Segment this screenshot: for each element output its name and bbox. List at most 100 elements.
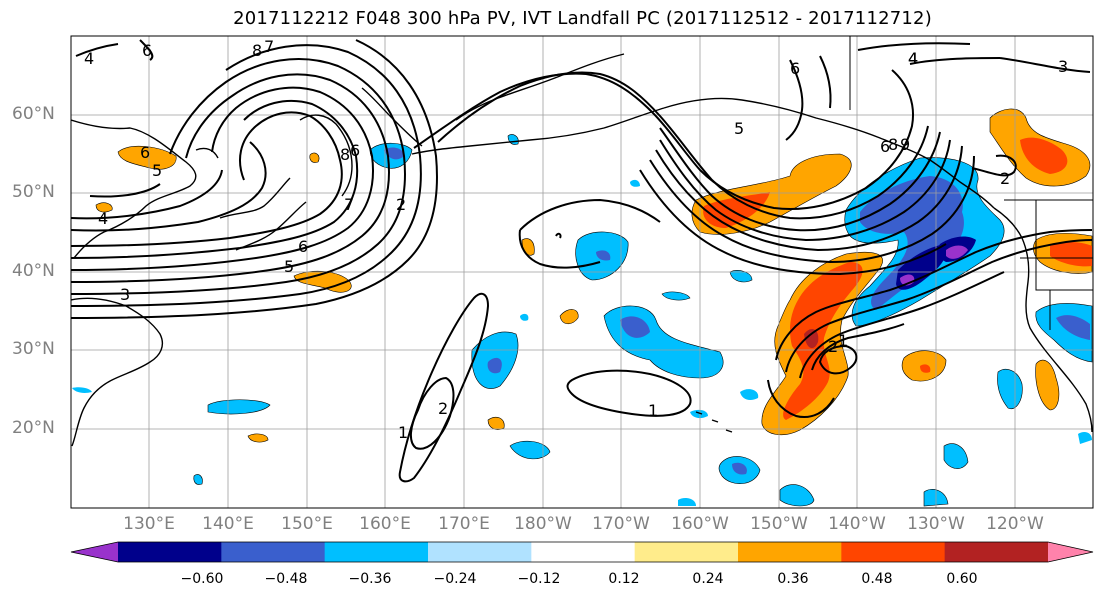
contour-label: 1 [398,423,408,442]
pv-contours [71,39,1093,483]
hawaii-islands [695,411,733,433]
contour-label: 6 [790,59,800,78]
contour-label: 6 [298,237,308,256]
lon-label: 140°W [828,514,886,534]
ivt-positive-patch [1020,137,1068,174]
ivt-negative-patch [596,250,611,261]
ivt-negative-patch [630,179,640,187]
contour-label: 6 [350,141,360,160]
colorbar-tick-label: −0.36 [348,571,392,587]
ivt-negative-patch [732,462,747,475]
ivt-positive-patch [783,262,863,420]
colorbar-tick-label: −0.12 [517,571,561,587]
contour-label: 4 [908,49,918,68]
colorbar-extend-right [1048,542,1093,562]
aleutians-coastline [411,53,665,155]
contour-label: 8 [252,41,262,60]
ivt-negative-patch [1056,315,1090,340]
colorbar-tick-label: 0.12 [608,571,640,587]
lon-label: 170°W [592,514,650,534]
ivt-positive-patch [1035,359,1060,411]
lon-label: 130°W [907,514,965,534]
ivt-positive-patch [487,416,505,430]
ivt-positive-patch [95,202,113,213]
ivt-negative-patch [520,313,529,321]
lat-label: 40°N [12,261,55,281]
ivt-negative-patch [661,291,691,301]
lon-label: 180°W [514,514,572,534]
ivt-negative-patch [620,316,650,338]
lat-label: 60°N [12,104,55,124]
ivt-negative-patch [729,270,753,283]
colorbar-segment [221,542,326,562]
colorbar-tick-label: −0.48 [264,571,308,587]
lon-label: 140°E [202,514,254,534]
colorbar-segment [118,542,222,562]
contour-label: 6 [140,143,150,162]
contour-label: 5 [734,119,744,138]
contour-label: 9 [900,135,910,154]
ivt-positive-patch [1050,241,1092,267]
ivt-positive-patch [247,433,269,443]
contour-label: 8 [340,145,350,164]
contour-label: 1 [838,331,848,350]
ivt-negative-patch [509,440,551,460]
colorbar-segment [634,542,739,562]
colorbar-segment [531,542,636,562]
lon-label: 160°E [359,514,411,534]
colorbar-tick-label: 0.24 [692,571,724,587]
ivt-positive-patch [309,152,320,163]
lon-label: 160°W [671,514,729,534]
contour-label: 3 [120,285,130,304]
ivt-negative-patch [487,357,502,374]
contour-label: 7 [264,37,274,56]
contour-label: 8 [888,135,898,154]
ivt-negative-patch [207,399,271,415]
political-borders [849,36,1093,330]
map-title: 2017112212 F048 300 hPa PV, IVT Landfall… [233,8,932,29]
colorbar-tick-label: 0.36 [777,571,809,587]
lat-label: 50°N [12,182,55,202]
ivt-positive-patch [117,145,177,170]
contour-label: 6 [880,137,890,156]
ivt-negative-patch [740,389,759,400]
colorbar-segment [324,542,429,562]
ivt-negative-patch [946,245,968,259]
contour-label: 3 [1058,57,1068,76]
ivt-negative-patch [72,387,92,393]
colorbar-extend-left [71,542,118,562]
colorbar-tick-label: 0.48 [861,571,893,587]
contour-label: 5 [284,257,294,276]
alaska-coastline [663,97,995,209]
ivt-negative-patch [690,409,708,419]
ivt-negative-patch [678,498,696,506]
contour-labels: 4 6 8 7 6 5 6 5 4 3 8 6 7 2 6 5 4 6 8 9 … [84,37,1068,442]
map-frame [70,35,1094,509]
contour-label: 1 [648,401,658,420]
colorbar-segment [944,542,1049,562]
ivt-negative-patch [193,474,203,485]
lon-label: 130°E [123,514,175,534]
ivt-positive-patch [920,364,931,373]
lon-label: 170°E [438,514,490,534]
contour-label: 2 [396,195,406,214]
contour-label: 2 [828,337,838,356]
ivt-negative-patch [1078,432,1092,444]
ivt-negative-patch [943,443,969,469]
lon-label: 150°E [281,514,333,534]
ivt-negative-patch [779,484,815,507]
lat-label: 20°N [12,418,55,438]
ivt-negative-patch [997,369,1023,410]
contour-label: 6 [142,41,152,60]
colorbar-tick-label: −0.24 [433,571,477,587]
lat-label: 30°N [12,339,55,359]
lon-label: 150°W [750,514,808,534]
contour-label: 2 [1000,169,1010,188]
contour-label: 4 [98,209,108,228]
lon-label: 120°W [986,514,1044,534]
ivt-positive-patch [703,192,770,228]
colorbar-segment [841,542,946,562]
contour-label: 2 [438,399,448,418]
colorbar [70,541,1094,563]
